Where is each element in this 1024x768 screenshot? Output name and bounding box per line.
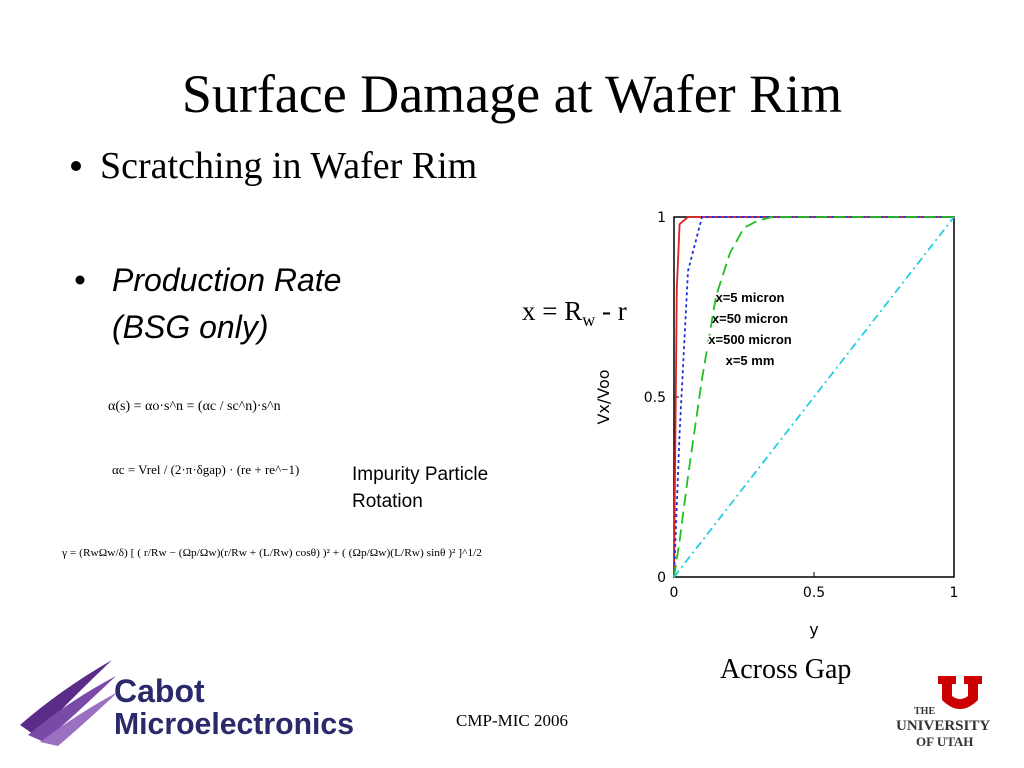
x-axis-label: y <box>809 620 818 639</box>
y-tick-label: 0 <box>657 570 666 586</box>
logo-text: UNIVERSITY <box>896 718 990 734</box>
bullet-text: (BSG only) <box>112 309 268 345</box>
legend-entry: x=500 micron <box>708 332 792 347</box>
definition-sub: w <box>582 310 595 330</box>
y-axis-label: Vx/Voo <box>594 369 613 424</box>
bullet-text: Production Rate <box>112 262 341 298</box>
x-tick-label: 0 <box>670 585 679 601</box>
logo-swoosh <box>40 692 118 746</box>
logo-text: Cabot <box>114 673 205 709</box>
definition-rest: - r <box>595 296 626 326</box>
bullet-dot <box>71 161 81 171</box>
note: Impurity Particle <box>352 464 488 485</box>
equation: αc = Vrel / (2·π·δgap) · (re + re^−1) <box>112 462 299 477</box>
equation: γ = (RwΩw/δ) [ ( r/Rw − (Ωp/Ωw)(r/Rw + (… <box>61 547 482 559</box>
definition-main: x = R <box>522 296 582 326</box>
footer: CMP-MIC 2006 <box>456 711 568 730</box>
note: Rotation <box>352 491 423 512</box>
legend-entry: x=5 mm <box>726 353 775 368</box>
y-tick-label: 1 <box>657 210 666 226</box>
legend-entry: x=50 micron <box>712 311 788 326</box>
bullet-text: Scratching in Wafer Rim <box>100 145 477 187</box>
series-line <box>673 216 955 578</box>
series-line <box>673 216 954 578</box>
x-tick-label: 1 <box>950 585 959 601</box>
chart: 0 0.5 1 0 0.5 1 y Vx/Voo x=5 micron x=50 micron x=… <box>594 210 958 639</box>
caption: Across Gap <box>720 654 851 685</box>
bullet-dot <box>75 275 85 285</box>
equation: α(s) = αo·s^n = (αc / sc^n)·s^n <box>108 399 281 414</box>
definition: x = Rw - r <box>522 296 627 330</box>
cabot-logo: Cabot Microelectronics <box>20 660 354 746</box>
logo-swoosh <box>20 660 112 736</box>
x-tick-label: 0.5 <box>803 585 825 601</box>
logo-text: OF UTAH <box>916 734 973 749</box>
logo-text: THE <box>914 706 935 717</box>
logo-u <box>938 676 982 709</box>
logo-swoosh <box>28 676 116 742</box>
legend-entry: x=5 micron <box>715 290 784 305</box>
logo-text: Microelectronics <box>114 706 354 741</box>
utah-logo: THE UNIVERSITY OF UTAH <box>896 676 990 749</box>
slide-title: Surface Damage at Wafer Rim <box>182 64 842 124</box>
series-line <box>673 216 954 578</box>
y-tick-label: 0.5 <box>644 390 666 406</box>
